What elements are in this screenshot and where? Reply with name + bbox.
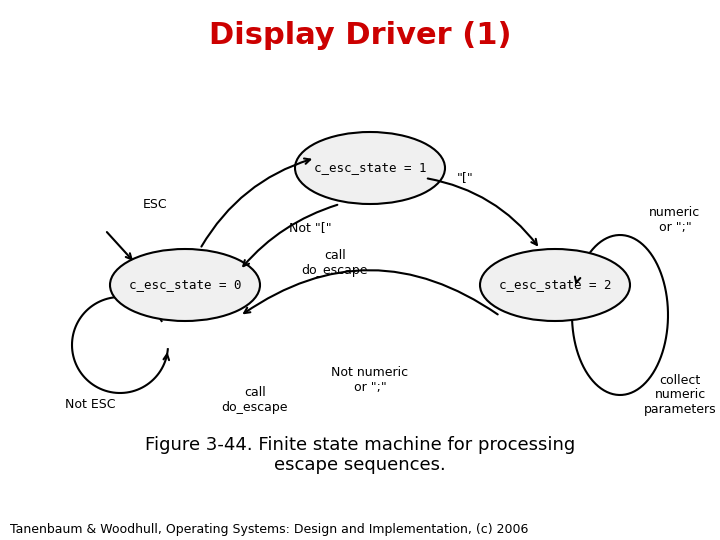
Text: Figure 3-44. Finite state machine for processing
escape sequences.: Figure 3-44. Finite state machine for pr…	[145, 436, 575, 475]
Text: "[": "["	[456, 172, 473, 185]
Ellipse shape	[295, 132, 445, 204]
Text: c_esc_state = 0: c_esc_state = 0	[129, 279, 241, 292]
Text: Not "[": Not "["	[289, 221, 331, 234]
Text: collect
numeric
parameters: collect numeric parameters	[644, 374, 716, 416]
Text: call
do_escape: call do_escape	[302, 249, 368, 277]
Text: Not numeric
or ";": Not numeric or ";"	[331, 366, 408, 394]
Ellipse shape	[110, 249, 260, 321]
Text: Display Driver (1): Display Driver (1)	[209, 21, 511, 50]
Text: ESC: ESC	[143, 199, 167, 212]
Ellipse shape	[480, 249, 630, 321]
Text: call
do_escape: call do_escape	[222, 386, 288, 414]
Text: c_esc_state = 2: c_esc_state = 2	[499, 279, 611, 292]
Text: Not ESC: Not ESC	[65, 399, 115, 411]
Text: c_esc_state = 1: c_esc_state = 1	[314, 161, 426, 174]
Text: numeric
or ";": numeric or ";"	[649, 206, 701, 234]
Text: Tanenbaum & Woodhull, Operating Systems: Design and Implementation, (c) 2006: Tanenbaum & Woodhull, Operating Systems:…	[10, 523, 528, 537]
